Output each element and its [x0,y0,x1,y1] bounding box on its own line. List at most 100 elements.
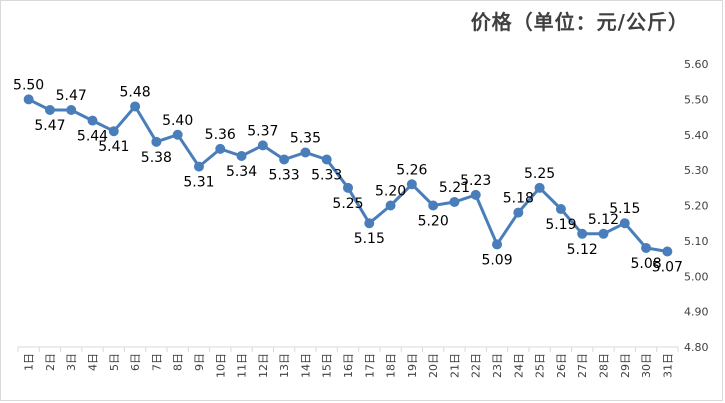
data-label: 5.08 [630,256,661,272]
data-label: 5.19 [545,217,576,233]
data-label: 5.20 [375,184,406,200]
x-tick-label: 8日 [172,353,185,371]
data-point [193,161,204,172]
x-tick-label: 22日 [470,353,483,378]
data-point [534,182,545,193]
x-tick-label: 12日 [257,353,270,378]
data-label: 5.47 [34,118,65,134]
data-point [44,104,55,115]
data-point [577,228,588,239]
x-tick-label: 15日 [321,353,334,378]
x-tick-label: 31日 [661,353,674,378]
x-tick-label: 9日 [193,353,206,371]
x-tick-label: 24日 [512,353,525,378]
data-point [364,218,375,229]
data-label: 5.21 [439,180,470,196]
data-label: 5.12 [567,242,598,258]
x-tick-label: 19日 [406,353,419,378]
data-point [406,179,417,190]
data-point [385,200,396,211]
x-tick-label: 14日 [299,353,312,378]
data-point [321,154,332,165]
data-label: 5.34 [226,164,257,180]
x-tick-label: 7日 [150,353,163,371]
x-tick-label: 27日 [576,353,589,378]
x-tick-label: 4日 [87,353,100,371]
x-tick-label: 25日 [534,353,547,378]
y-tick-label: 5.10 [684,235,709,248]
data-label: 5.33 [269,168,300,184]
data-point [279,154,290,165]
data-point [598,228,609,239]
data-point [151,136,162,147]
x-tick-label: 23日 [491,353,504,378]
data-point [428,200,439,211]
data-label: 5.48 [120,84,151,100]
data-point [300,147,311,158]
data-label: 5.38 [141,150,172,166]
data-label: 5.12 [588,212,619,228]
x-tick-label: 1日 [23,353,36,371]
data-point [172,129,183,140]
data-label: 5.15 [609,201,640,217]
x-tick-label: 3日 [65,353,78,371]
y-tick-label: 5.40 [684,129,709,142]
data-label: 5.35 [290,130,321,146]
data-label: 5.20 [418,214,449,230]
x-tick-label: 18日 [385,353,398,378]
x-tick-label: 11日 [236,353,249,378]
x-tick-label: 10日 [214,353,227,378]
data-label: 5.33 [311,168,342,184]
y-tick-label: 5.30 [684,164,709,177]
data-label: 5.37 [247,123,278,139]
data-point [215,143,226,154]
data-label: 5.25 [332,196,363,212]
data-label: 5.44 [77,129,108,145]
x-tick-label: 21日 [448,353,461,378]
y-tick-label: 4.90 [684,306,709,319]
data-label: 5.18 [503,191,534,207]
data-label: 5.50 [13,77,44,93]
x-tick-label: 26日 [555,353,568,378]
y-tick-label: 5.60 [684,58,709,71]
chart-title: 价格（单位：元/公斤） [470,10,689,34]
data-point [641,242,652,253]
data-label: 5.23 [460,173,491,189]
data-point [108,126,119,137]
y-tick-label: 4.80 [684,341,709,354]
data-point [23,94,34,105]
x-tick-label: 13日 [278,353,291,378]
data-label: 5.09 [481,252,512,268]
data-point [513,207,524,218]
y-tick-label: 5.50 [684,93,709,106]
data-label: 5.47 [56,88,87,104]
data-point [257,140,268,151]
data-point [449,196,460,207]
data-label: 5.31 [183,175,214,191]
x-tick-label: 30日 [640,353,653,378]
x-tick-label: 20日 [427,353,440,378]
data-point [555,204,566,215]
data-label: 5.40 [162,113,193,129]
data-point [87,115,98,126]
data-point [343,182,353,193]
data-label: 5.36 [205,127,236,143]
x-tick-label: 29日 [619,353,632,378]
y-tick-label: 5.00 [684,270,709,283]
x-tick-label: 5日 [108,353,121,371]
data-label: 5.15 [354,231,385,247]
x-tick-label: 2日 [44,353,57,371]
data-label: 5.26 [396,162,427,178]
data-point [662,246,673,257]
data-label: 5.41 [98,139,129,155]
data-point [130,101,141,112]
x-tick-label: 28日 [597,353,610,378]
data-point [470,189,481,200]
x-tick-label: 16日 [342,353,355,378]
x-tick-label: 17日 [363,353,376,378]
x-tick-label: 6日 [129,353,142,371]
data-point [236,150,247,161]
data-point [492,239,503,250]
